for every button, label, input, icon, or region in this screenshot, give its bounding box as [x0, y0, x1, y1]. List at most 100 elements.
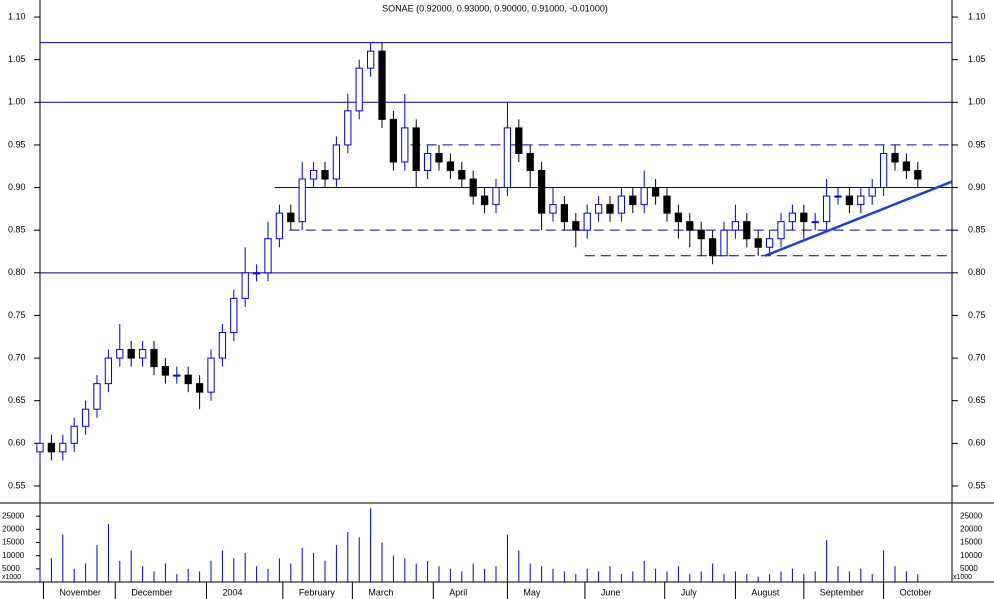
candle-body [754, 238, 762, 248]
y-tick-label: 0.75 [8, 310, 26, 320]
candle-body [252, 272, 261, 275]
candle-body [184, 374, 192, 385]
x-tick-label: March [368, 587, 393, 597]
volume-tick-label: 15000 [2, 538, 25, 547]
candle-body [640, 187, 648, 206]
volume-tick-label-right: 5000 [960, 564, 978, 573]
y-tick-label-right: 0.85 [968, 225, 986, 235]
y-tick-label-right: 0.70 [968, 352, 986, 362]
candle-body [651, 187, 660, 197]
candle-body [834, 195, 842, 198]
candle-body [412, 127, 420, 172]
candle-body [822, 195, 831, 223]
candle-body [309, 170, 318, 180]
candle-body [150, 349, 158, 368]
volume-tick-label-right: 20000 [960, 524, 983, 533]
candle-body [617, 195, 626, 214]
candle-body [458, 170, 466, 180]
candle-body [275, 212, 284, 240]
volume-tick-label: 10000 [2, 551, 25, 560]
candle-body [104, 357, 113, 385]
y-tick-label-right: 1.00 [968, 97, 986, 107]
volume-tick-label: 25000 [2, 511, 25, 520]
y-tick-label: 0.90 [8, 182, 26, 192]
y-tick-label: 0.60 [8, 438, 26, 448]
candle-body [572, 221, 580, 231]
y-tick-label: 0.55 [8, 480, 26, 490]
candle-body [708, 238, 717, 257]
candle-body [800, 212, 808, 223]
candle-body [583, 212, 591, 231]
candle-body [47, 442, 56, 453]
y-tick-label: 0.65 [8, 395, 26, 405]
candle-body [207, 357, 215, 393]
candle-body [765, 238, 774, 248]
candle-body [36, 442, 44, 453]
candle-body [743, 221, 751, 240]
candle-body [811, 221, 819, 224]
candle-body [366, 50, 375, 69]
x-tick-label: 2004 [222, 587, 242, 597]
candle-body [138, 349, 147, 359]
candle-body [868, 187, 876, 197]
x-tick-label: November [59, 587, 101, 597]
y-tick-label: 1.05 [8, 54, 26, 64]
candle-body [914, 170, 922, 180]
chart-title: SONAE (0.92000, 0.93000, 0.90000, 0.9100… [382, 3, 608, 13]
y-tick-label: 1.10 [8, 11, 26, 21]
y-tick-label-right: 0.95 [968, 139, 986, 149]
x-tick-label: February [299, 587, 336, 597]
candle-body [116, 349, 124, 359]
candle-body [526, 152, 534, 172]
candle-body [378, 50, 386, 120]
volume-tick-label-right: 25000 [960, 511, 983, 520]
candle-body [389, 118, 398, 163]
volume-tick-label: 20000 [2, 524, 25, 533]
x-tick-label: October [900, 587, 932, 597]
y-tick-label: 0.80 [8, 267, 26, 277]
candle-body [515, 127, 523, 154]
candle-body [423, 152, 432, 172]
volume-unit-right: x1000 [953, 574, 972, 581]
candle-body [480, 195, 489, 206]
candle-body [537, 170, 546, 214]
y-tick-label-right: 0.75 [968, 310, 986, 320]
candle-body [230, 297, 238, 333]
candle-body [161, 366, 170, 376]
candle-body [594, 204, 603, 214]
candle-body [629, 195, 637, 206]
candle-body [788, 212, 797, 223]
candle-body [549, 204, 557, 214]
candle-body [195, 383, 204, 393]
candle-body [241, 272, 249, 299]
y-tick-label-right: 0.90 [968, 182, 986, 192]
x-tick-label: June [601, 587, 621, 597]
candle-body [93, 383, 101, 410]
candle-body [777, 221, 785, 240]
volume-tick-label-right: 15000 [960, 538, 983, 547]
candle-body [401, 127, 409, 163]
x-tick-label: July [681, 587, 698, 597]
y-tick-label: 0.95 [8, 139, 26, 149]
candle-body [891, 152, 899, 163]
y-tick-label-right: 0.55 [968, 480, 986, 490]
y-tick-label-right: 0.80 [968, 267, 986, 277]
volume-unit: x1000 [2, 574, 21, 581]
volume-tick-label-right: 10000 [960, 551, 983, 560]
volume-tick-label: 5000 [2, 564, 20, 573]
candle-body [720, 229, 728, 257]
candle-body [70, 425, 78, 444]
x-tick-label: August [751, 587, 780, 597]
candle-body [606, 204, 614, 214]
x-tick-label: September [820, 587, 864, 597]
candle-body [902, 161, 911, 172]
candle-body [845, 195, 854, 206]
candle-body [127, 349, 135, 359]
y-tick-label: 1.00 [8, 97, 26, 107]
candle-body [857, 195, 865, 206]
candle-body [81, 408, 90, 427]
candle-body [446, 161, 455, 172]
candle-body [686, 221, 694, 231]
candle-body [503, 127, 512, 189]
